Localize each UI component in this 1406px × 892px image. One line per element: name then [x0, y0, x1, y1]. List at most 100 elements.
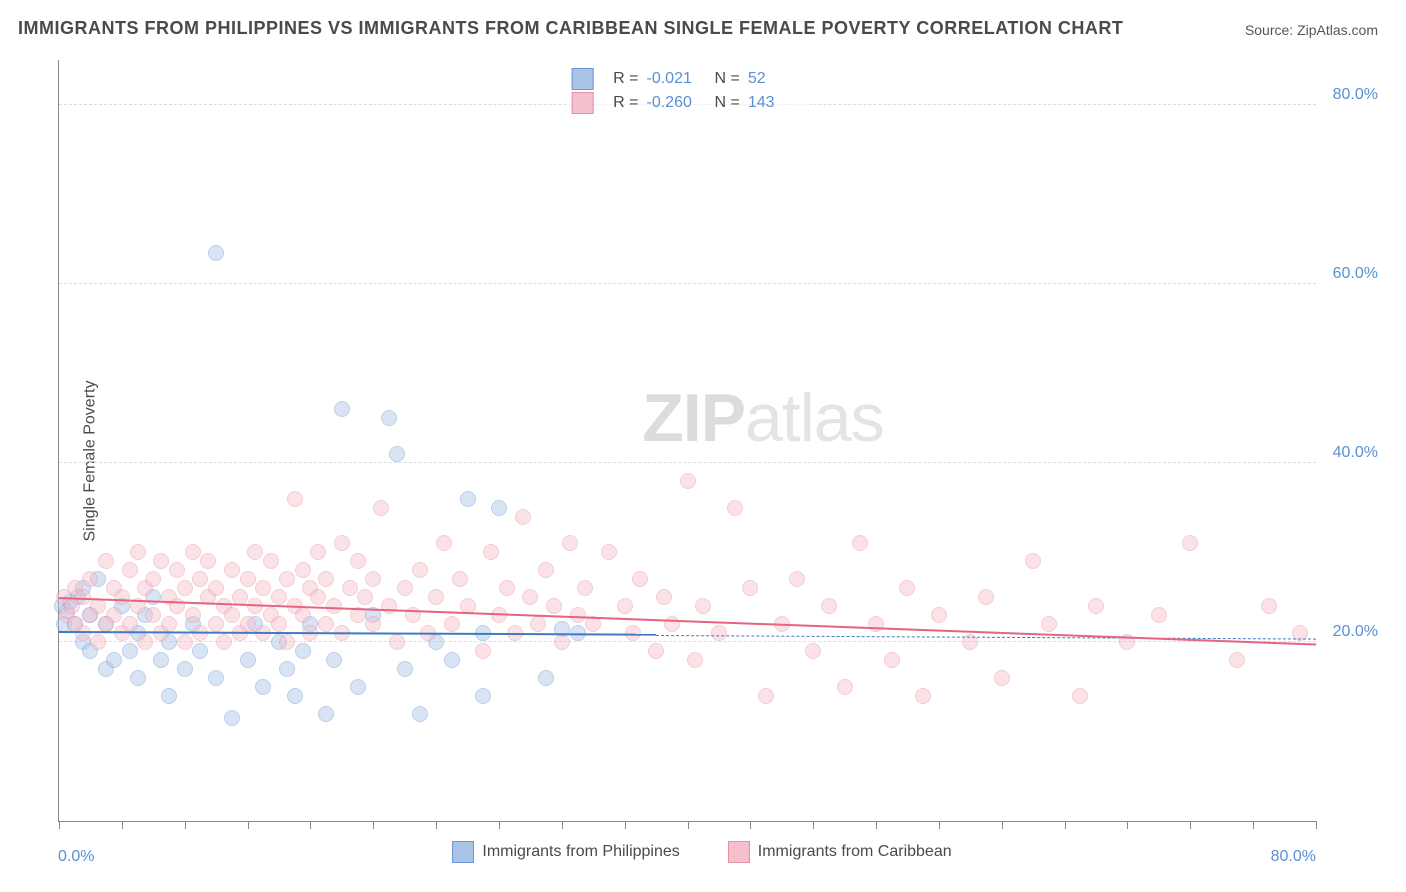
x-minor-tick: [248, 821, 249, 829]
legend-swatch: [452, 841, 474, 863]
x-minor-tick: [59, 821, 60, 829]
scatter-point: [1088, 598, 1104, 614]
scatter-point: [412, 706, 428, 722]
scatter-point: [1182, 535, 1198, 551]
scatter-point: [522, 589, 538, 605]
scatter-point: [554, 634, 570, 650]
x-minor-tick: [813, 821, 814, 829]
scatter-point: [287, 491, 303, 507]
chart-container: Single Female Poverty ZIPatlas R =-0.021…: [18, 50, 1386, 872]
scatter-point: [271, 616, 287, 632]
scatter-point: [247, 544, 263, 560]
n-label: N =: [715, 70, 740, 88]
scatter-point: [137, 634, 153, 650]
x-minor-tick: [688, 821, 689, 829]
scatter-point: [295, 562, 311, 578]
scatter-point: [240, 652, 256, 668]
scatter-point: [577, 580, 593, 596]
scatter-point: [130, 544, 146, 560]
source-value: ZipAtlas.com: [1297, 22, 1378, 38]
scatter-point: [208, 670, 224, 686]
scatter-point: [295, 607, 311, 623]
scatter-point: [632, 571, 648, 587]
scatter-point: [342, 580, 358, 596]
scatter-point: [837, 679, 853, 695]
scatter-point: [758, 688, 774, 704]
scatter-point: [192, 571, 208, 587]
x-minor-tick: [876, 821, 877, 829]
scatter-point: [224, 607, 240, 623]
scatter-point: [452, 571, 468, 587]
r-label: R =: [613, 94, 638, 112]
scatter-point: [789, 571, 805, 587]
x-minor-tick: [1002, 821, 1003, 829]
y-tick-label: 80.0%: [1333, 86, 1378, 104]
scatter-point: [169, 562, 185, 578]
scatter-point: [271, 589, 287, 605]
scatter-point: [106, 652, 122, 668]
scatter-point: [475, 688, 491, 704]
scatter-point: [334, 535, 350, 551]
x-minor-tick: [1253, 821, 1254, 829]
scatter-point: [192, 643, 208, 659]
x-minor-tick: [499, 821, 500, 829]
legend-item: Immigrants from Philippines: [452, 841, 679, 863]
legend-swatch: [728, 841, 750, 863]
scatter-point: [185, 607, 201, 623]
scatter-point: [428, 589, 444, 605]
x-minor-tick: [122, 821, 123, 829]
regression-line-extension: [656, 635, 1316, 640]
legend-label: Immigrants from Philippines: [482, 843, 679, 861]
x-minor-tick: [1316, 821, 1317, 829]
legend-swatch: [571, 68, 593, 90]
scatter-point: [122, 562, 138, 578]
scatter-point: [177, 661, 193, 677]
legend-swatch: [571, 92, 593, 114]
y-tick-label: 20.0%: [1333, 623, 1378, 641]
correlation-legend: R =-0.021N =52R =-0.260N =143: [565, 64, 810, 118]
n-value: 143: [748, 94, 804, 112]
scatter-point: [161, 688, 177, 704]
scatter-point: [255, 580, 271, 596]
watermark: ZIPatlas: [642, 379, 883, 457]
scatter-point: [727, 500, 743, 516]
scatter-point: [145, 607, 161, 623]
scatter-point: [994, 670, 1010, 686]
scatter-point: [153, 553, 169, 569]
scatter-point: [664, 616, 680, 632]
scatter-point: [444, 652, 460, 668]
scatter-point: [680, 473, 696, 489]
scatter-point: [538, 670, 554, 686]
scatter-point: [279, 661, 295, 677]
plot-area: ZIPatlas R =-0.021N =52R =-0.260N =143 2…: [58, 60, 1316, 822]
scatter-point: [852, 535, 868, 551]
scatter-point: [82, 571, 98, 587]
scatter-point: [130, 670, 146, 686]
scatter-point: [310, 544, 326, 560]
y-tick-label: 40.0%: [1333, 444, 1378, 462]
scatter-point: [98, 553, 114, 569]
scatter-point: [263, 553, 279, 569]
scatter-point: [373, 500, 389, 516]
scatter-point: [687, 652, 703, 668]
scatter-point: [1072, 688, 1088, 704]
legend-row: R =-0.021N =52: [571, 68, 804, 90]
scatter-point: [255, 679, 271, 695]
scatter-point: [90, 634, 106, 650]
x-minor-tick: [310, 821, 311, 829]
scatter-point: [530, 616, 546, 632]
scatter-point: [177, 634, 193, 650]
scatter-point: [114, 589, 130, 605]
scatter-point: [208, 616, 224, 632]
scatter-point: [365, 616, 381, 632]
x-minor-tick: [562, 821, 563, 829]
scatter-point: [412, 562, 428, 578]
scatter-point: [899, 580, 915, 596]
scatter-point: [122, 643, 138, 659]
x-minor-tick: [1190, 821, 1191, 829]
scatter-point: [295, 643, 311, 659]
scatter-point: [515, 509, 531, 525]
scatter-point: [381, 598, 397, 614]
scatter-point: [1261, 598, 1277, 614]
scatter-point: [334, 401, 350, 417]
